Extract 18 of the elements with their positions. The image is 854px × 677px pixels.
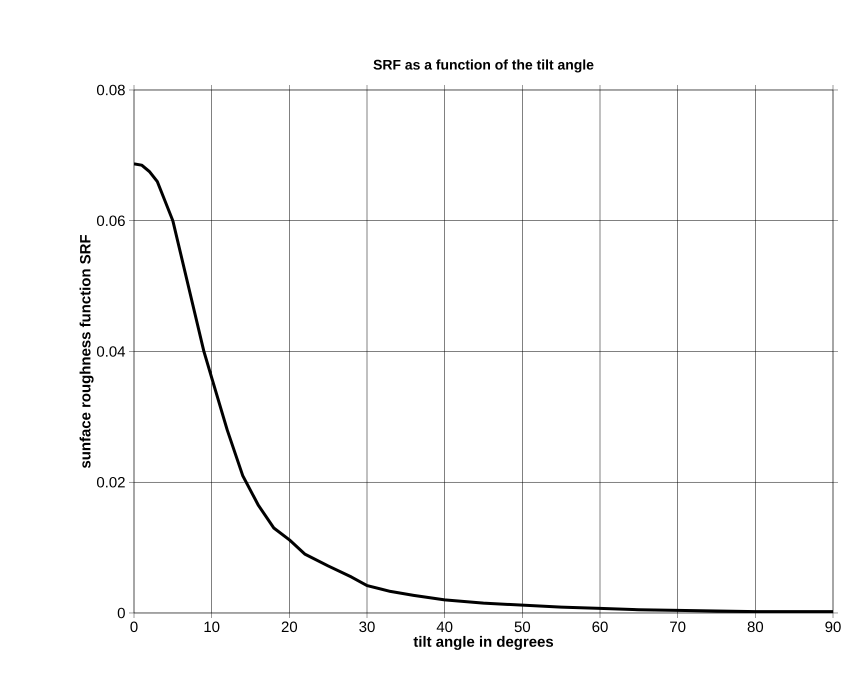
x-tick-label: 0 — [130, 622, 138, 632]
y-tick-label: 0.08 — [96, 84, 125, 96]
x-tick-label: 60 — [592, 622, 608, 632]
chart-title: SRF as a function of the tilt angle — [373, 59, 594, 72]
x-axis-title: tilt angle in degrees — [414, 636, 554, 650]
y-tick-label: 0.02 — [96, 476, 125, 488]
x-tick-label: 80 — [748, 622, 764, 632]
x-tick-label: 30 — [359, 622, 375, 632]
x-tick-label: 10 — [204, 622, 220, 632]
x-tick-label: 20 — [282, 622, 298, 632]
y-tick-label: 0 — [118, 608, 125, 618]
x-tick-label: 50 — [514, 622, 530, 632]
y-tick-label: 0.06 — [96, 215, 125, 226]
x-tick-label: 40 — [436, 622, 452, 632]
y-axis-title: sunface roughness function SRF — [80, 234, 94, 468]
x-tick-label: 90 — [825, 622, 841, 632]
y-tick-label: 0.04 — [96, 346, 126, 357]
x-tick-label: 70 — [670, 622, 686, 632]
